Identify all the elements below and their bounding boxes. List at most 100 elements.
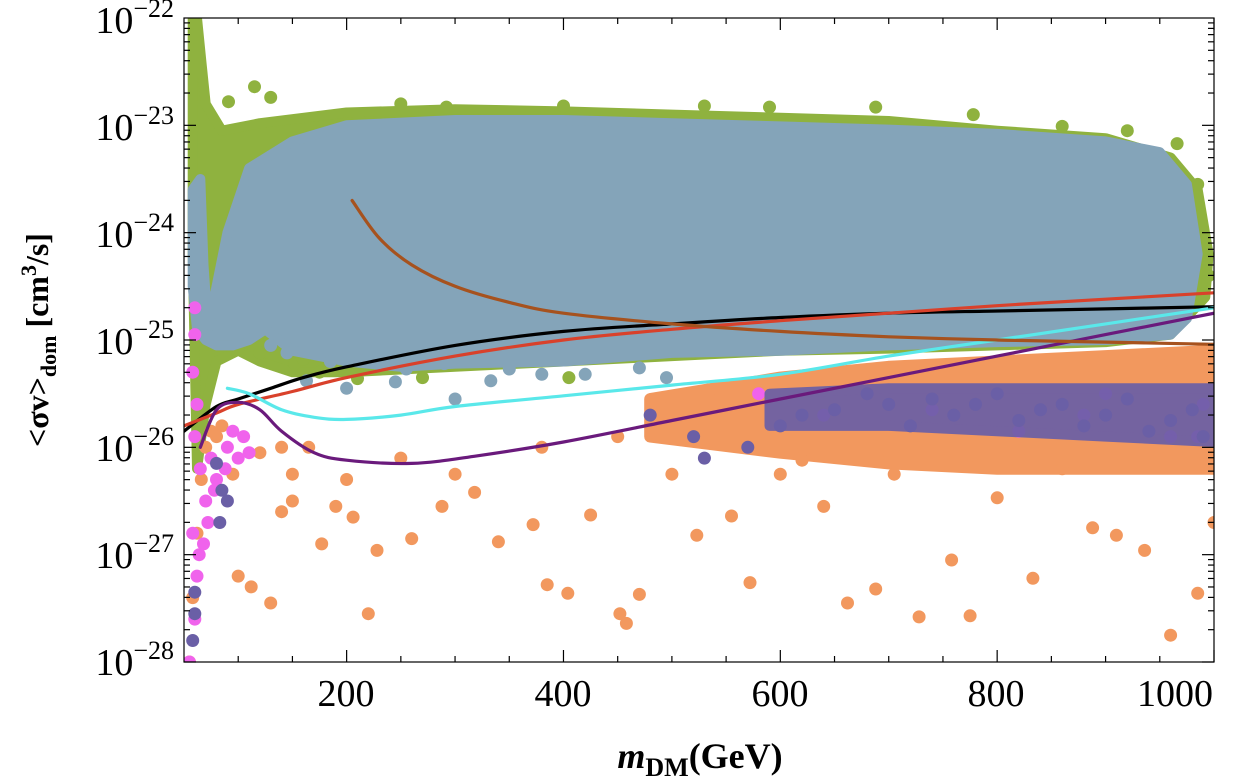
- x-axis-title: mDM(GeV): [617, 736, 782, 778]
- green-region-point: [253, 346, 267, 360]
- magenta-point: [201, 516, 215, 529]
- purple-point: [186, 634, 200, 647]
- steelblue-region-point: [231, 328, 245, 342]
- salmon-point: [275, 505, 289, 519]
- steelblue-region-point: [323, 355, 337, 368]
- purple-point: [213, 516, 227, 529]
- salmon-point: [619, 616, 633, 630]
- salmon-point: [841, 596, 854, 610]
- salmon-point: [275, 440, 289, 454]
- salmon-point: [468, 485, 482, 499]
- magenta-point: [186, 365, 200, 379]
- points-layer: [184, 301, 1214, 662]
- salmon-point: [526, 518, 540, 532]
- y-tick-label-neg25: 10−25: [95, 315, 174, 363]
- salmon-point: [1026, 571, 1040, 585]
- green-region-point: [439, 100, 453, 114]
- purple-points-band: [764, 383, 1214, 447]
- salmon-point: [340, 473, 354, 486]
- green-region-point: [966, 108, 980, 122]
- magenta-point: [226, 424, 240, 438]
- salmon-point: [665, 467, 679, 481]
- salmon-point: [370, 543, 384, 557]
- y-tick-label-neg22: 10−22: [95, 0, 174, 42]
- green-region-point: [869, 100, 883, 114]
- steelblue-region-point: [578, 367, 592, 381]
- x-tick-label-400: 400: [535, 673, 592, 715]
- steelblue-region-point: [264, 338, 278, 352]
- salmon-point: [194, 473, 208, 486]
- salmon-point: [285, 467, 299, 481]
- purple-point: [220, 494, 234, 508]
- salmon-point: [773, 467, 787, 481]
- salmon-point: [435, 499, 449, 513]
- salmon-point: [882, 446, 896, 460]
- purple-point: [925, 392, 939, 406]
- lines-layer: [184, 198, 1214, 466]
- green-region-point: [222, 95, 235, 109]
- salmon-point: [1138, 543, 1152, 557]
- purple-point: [990, 387, 1004, 401]
- x-tick-label-200: 200: [318, 673, 375, 715]
- y-tick-label-neg28: 10−28: [95, 636, 174, 684]
- purple-point: [1012, 414, 1026, 427]
- x-tick-label-800: 800: [968, 673, 1025, 715]
- salmon-point: [725, 509, 738, 523]
- purple-point: [643, 408, 657, 422]
- salmon-point: [1023, 451, 1037, 465]
- purple-point: [860, 387, 874, 401]
- steelblue-region-point: [437, 357, 451, 371]
- steelblue-region-point: [448, 392, 462, 406]
- green-region-point: [248, 80, 261, 94]
- purple-point: [215, 483, 229, 497]
- salmon-point: [632, 587, 646, 601]
- salmon-point: [795, 453, 809, 467]
- salmon-point: [1164, 628, 1178, 642]
- salmon-point: [361, 607, 375, 621]
- salmon-point: [687, 419, 701, 433]
- salmon-point: [990, 491, 1004, 505]
- salmon-point: [215, 419, 229, 433]
- purple-point: [1185, 403, 1199, 417]
- steelblue-region-point: [502, 362, 516, 376]
- x-tick-label-1000: 1000: [1137, 673, 1213, 715]
- magenta-point: [193, 462, 207, 476]
- magenta-point: [190, 397, 204, 411]
- salmon-point: [561, 586, 575, 600]
- steelblue-region-point: [204, 317, 218, 331]
- y-tick-label-neg27: 10−27: [95, 529, 174, 577]
- purple-point: [773, 419, 787, 433]
- salmon-point: [540, 578, 554, 592]
- salmon-point: [743, 576, 757, 590]
- salmon-point: [329, 499, 343, 513]
- magenta-point: [197, 537, 210, 551]
- salmon-point: [690, 528, 704, 542]
- plot-area: [184, 18, 1214, 662]
- y-tick-label-neg26: 10−26: [95, 422, 174, 470]
- salmon-point: [346, 510, 360, 524]
- magenta-point: [188, 430, 202, 444]
- y-tick-labels: 10−28 10−27 10−26 10−25 10−24 10−23 10−2…: [95, 0, 174, 684]
- purple-point: [210, 456, 223, 470]
- purple-point: [188, 607, 202, 621]
- purple-point: [903, 419, 917, 433]
- salmon-point: [448, 467, 462, 481]
- salmon-point: [253, 446, 267, 460]
- magenta-point: [231, 451, 245, 465]
- magenta-point: [188, 328, 202, 342]
- salmon-point: [231, 569, 245, 583]
- purple-point: [1034, 403, 1047, 417]
- green-region-point: [1170, 137, 1184, 151]
- magenta-point: [199, 494, 213, 508]
- purple-point: [947, 408, 961, 422]
- steelblue-region-point: [188, 269, 202, 283]
- y-tick-label-neg24: 10−24: [95, 208, 174, 256]
- black-line: [184, 305, 1214, 433]
- brown-line: [350, 198, 1214, 346]
- steelblue-region-point: [188, 185, 202, 199]
- green-region-point: [1191, 177, 1205, 191]
- purple-point: [1142, 424, 1156, 438]
- magenta-point: [237, 430, 251, 444]
- magenta-point: [188, 301, 202, 315]
